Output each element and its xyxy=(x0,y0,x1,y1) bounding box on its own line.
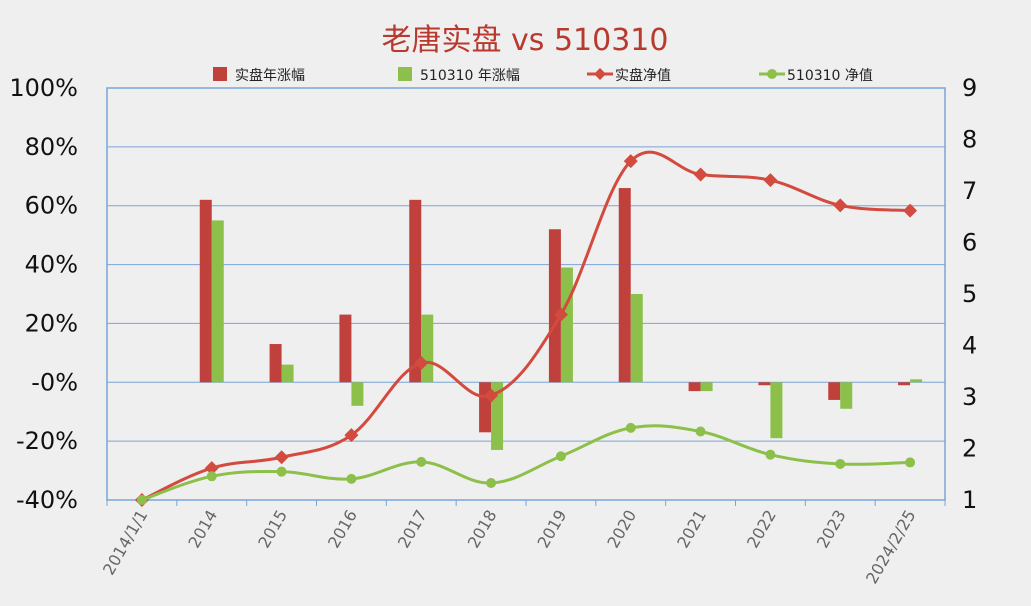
left-axis-tick-label: -40% xyxy=(16,486,78,514)
bar xyxy=(688,382,701,392)
right-axis-tick-label: 2 xyxy=(962,435,977,463)
legend-swatch-bar xyxy=(213,67,227,81)
line-point-circle xyxy=(346,473,357,484)
right-axis-tick-label: 4 xyxy=(962,332,977,360)
line-point-diamond xyxy=(693,167,708,182)
bar xyxy=(618,188,631,383)
line-point-circle xyxy=(695,426,706,437)
gridlines xyxy=(106,87,946,506)
bar xyxy=(560,267,573,383)
bar xyxy=(700,382,713,392)
line-point-circle xyxy=(555,451,566,462)
line-point-circle xyxy=(765,449,776,460)
right-axis-tick-label: 6 xyxy=(962,229,977,257)
line-point-circle xyxy=(625,422,636,433)
bar xyxy=(199,199,212,383)
bar xyxy=(630,294,643,383)
line-point-diamond xyxy=(833,198,848,213)
line-point-circle xyxy=(136,495,147,505)
right-axis-tick-label: 8 xyxy=(962,126,977,154)
line-point-diamond xyxy=(484,388,499,403)
chart-title: 老唐实盘 vs 510310 xyxy=(382,23,669,58)
bar xyxy=(281,364,294,383)
right-axis: 9 8 7 6 5 4 3 2 1 xyxy=(962,74,977,514)
line-point-diamond xyxy=(274,450,289,465)
line-point-circle xyxy=(276,466,287,477)
right-axis-tick-label: 1 xyxy=(962,486,977,514)
line-point-circle xyxy=(905,457,916,468)
bar xyxy=(269,344,282,383)
line-point-diamond xyxy=(344,428,359,443)
bar xyxy=(910,379,923,383)
bar xyxy=(211,220,224,383)
line-point-circle xyxy=(486,478,497,489)
bar xyxy=(898,382,911,386)
bar xyxy=(351,382,364,406)
right-axis-tick-label: 3 xyxy=(962,383,977,411)
left-axis-tick-label: 20% xyxy=(25,309,78,337)
legend-label: 510310 年涨幅 xyxy=(420,68,520,84)
legend-label: 实盘年涨幅 xyxy=(235,67,305,84)
legend-marker-circle xyxy=(767,69,777,79)
legend-label: 实盘净值 xyxy=(615,67,671,84)
bar xyxy=(339,314,352,383)
right-axis-tick-label: 7 xyxy=(962,177,977,205)
bar xyxy=(409,199,422,383)
bar xyxy=(828,382,841,400)
left-axis-tick-label: 60% xyxy=(25,192,78,220)
bar xyxy=(770,382,783,439)
bar xyxy=(479,382,492,433)
left-axis-tick-label: -20% xyxy=(16,427,78,455)
line-series-group xyxy=(134,150,918,507)
line-point-circle xyxy=(416,456,427,467)
line-point-diamond xyxy=(903,203,918,218)
left-axis: 100% 80% 60% 40% 20% -0% -20% -40% xyxy=(9,74,78,514)
legend-marker-diamond xyxy=(594,68,606,80)
bar xyxy=(421,314,434,383)
line-point-diamond xyxy=(204,461,219,476)
left-axis-tick-label: 40% xyxy=(25,251,78,279)
line-point-diamond xyxy=(623,154,638,169)
left-axis-tick-label: 100% xyxy=(9,74,78,102)
bar xyxy=(758,382,771,386)
legend: 实盘年涨幅 510310 年涨幅 实盘净值 510310 净值 xyxy=(213,67,873,84)
legend-swatch-bar xyxy=(398,67,412,81)
right-axis-tick-label: 5 xyxy=(962,280,977,308)
line-point-diamond xyxy=(763,173,778,188)
line-point-circle xyxy=(835,458,846,469)
series-line xyxy=(141,424,911,502)
bar xyxy=(548,229,561,383)
left-axis-tick-label: 80% xyxy=(25,133,78,161)
line-point-diamond xyxy=(414,356,429,371)
legend-label: 510310 净值 xyxy=(787,68,873,84)
right-axis-tick-label: 9 xyxy=(962,74,977,102)
left-axis-tick-label: -0% xyxy=(31,368,78,396)
bar xyxy=(840,382,853,409)
line-point-circle xyxy=(206,471,217,482)
line-point-diamond xyxy=(553,307,568,322)
